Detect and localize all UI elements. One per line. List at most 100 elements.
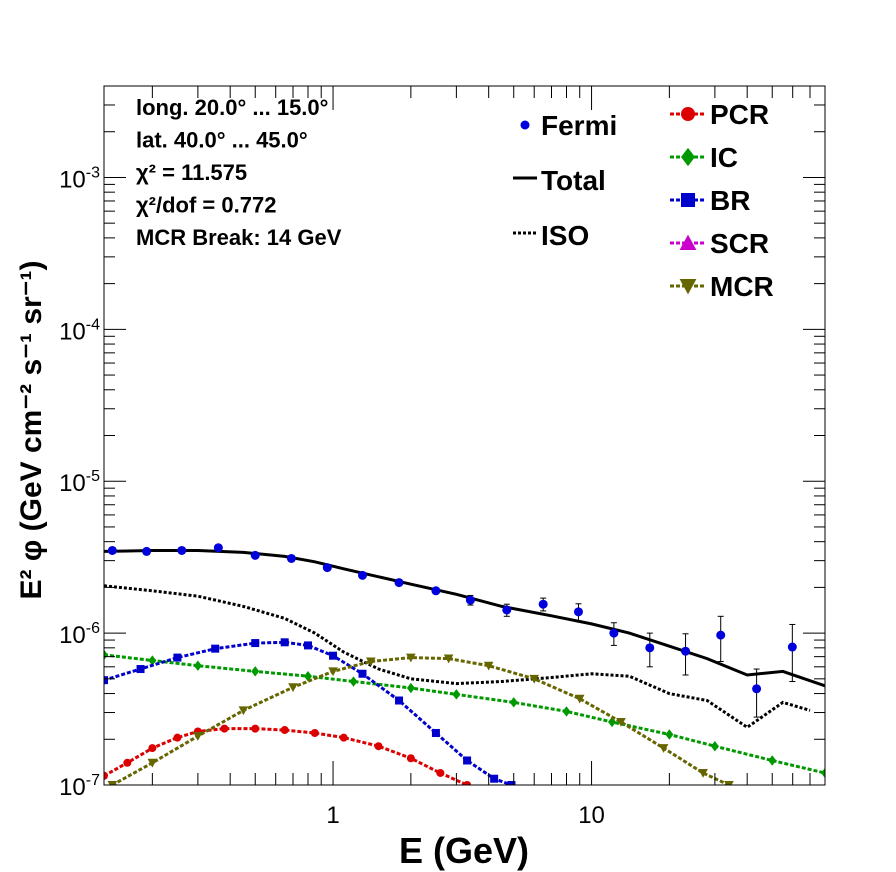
fermi-point [609, 628, 619, 638]
series-pcr-point [104, 771, 108, 780]
series-mcr-point [724, 781, 734, 785]
series-pcr-point [436, 768, 445, 777]
fermi-point [322, 563, 332, 573]
info-line-3: χ² = 11.575 [136, 160, 247, 185]
series-ic-point [562, 706, 571, 717]
fermi-point [752, 684, 762, 694]
info-line-4: χ²/dof = 0.772 [136, 193, 276, 218]
series-mcr-point [529, 674, 540, 684]
series-br-point [507, 781, 516, 785]
series-ic-point [710, 741, 719, 752]
info-line-2: lat. 40.0° ... 45.0° [136, 128, 308, 153]
legend-fermi-marker [520, 120, 530, 130]
series-ic-point [148, 655, 157, 666]
series-mcr-point [616, 717, 626, 727]
series-br-line [104, 640, 513, 785]
legend-br-marker [681, 193, 695, 207]
series-ic-point [665, 729, 674, 740]
series-br-point [463, 756, 472, 765]
series-mcr-point [288, 683, 298, 693]
series-br-point [251, 639, 260, 648]
series-ic-point [406, 682, 415, 694]
series-ic-point [193, 660, 202, 671]
series-pcr-point [310, 728, 319, 737]
fermi-point [107, 545, 117, 555]
legend-total-label: Total [541, 165, 606, 196]
series-ic-point [251, 666, 260, 677]
series-ic-point [821, 767, 825, 779]
series-br-point [303, 641, 312, 650]
legend-ic-marker [681, 147, 695, 167]
fermi-point [645, 643, 655, 653]
fermi-point [213, 543, 223, 553]
series-mcr-point [406, 653, 416, 663]
fermi-point [681, 646, 691, 656]
fermi-point [394, 578, 404, 588]
series-pcr-line [104, 727, 468, 785]
series-pcr-point [374, 742, 383, 751]
fermi-points-layer [107, 543, 797, 718]
fermi-point [142, 546, 152, 556]
series-pcr-point [251, 724, 260, 733]
series-br-point [136, 665, 145, 674]
legend-pcr-marker [681, 107, 695, 121]
series-mcr-point [147, 758, 158, 768]
series-br-point [358, 669, 367, 678]
fermi-point [250, 550, 260, 560]
info-line-5: MCR Break: 14 GeV [136, 225, 342, 250]
series-mcr-point [193, 732, 203, 741]
y-tick-label: 10-4 [59, 316, 100, 345]
fermi-point [431, 586, 441, 596]
series-br-point [280, 638, 289, 647]
fermi-point [502, 605, 512, 615]
series-pcr-point [148, 744, 157, 753]
series-layer [104, 549, 825, 785]
series-total-line [104, 549, 825, 688]
series-mcr-point [328, 667, 338, 677]
y-tick-label: 10-3 [59, 164, 100, 193]
series-br-point [173, 653, 182, 662]
fermi-point [177, 545, 187, 555]
legend-br-label: BR [710, 185, 750, 216]
series-mcr-point [698, 768, 708, 778]
fermi-point [465, 595, 475, 605]
series-br-point [211, 644, 220, 653]
series-pcr-point [463, 781, 472, 785]
series-br-point [395, 696, 404, 705]
x-tick-label: 10 [578, 802, 605, 829]
info-box: long. 20.0° ... 15.0° lat. 40.0° ... 45.0… [136, 95, 342, 250]
y-tick-label: 10-7 [59, 772, 100, 801]
legend-fermi-label: Fermi [541, 110, 617, 141]
series-br-point [490, 774, 499, 783]
series-mcr-point [366, 657, 376, 667]
legend-iso-label: ISO [541, 220, 589, 251]
series-br-point [329, 651, 338, 660]
series-pcr-point [280, 726, 289, 735]
series-mcr-point [443, 654, 454, 664]
series-mcr-point [574, 694, 585, 704]
axes-layer: 1 10 10-7 10-6 10-5 10-4 10-3 [59, 85, 826, 829]
legend-scr-marker [679, 234, 697, 250]
series-ic-point [303, 671, 312, 682]
series-pcr-point [339, 733, 348, 742]
series-ic-point [104, 649, 108, 660]
fermi-point [787, 642, 797, 652]
series-mcr-point [107, 781, 118, 785]
series-ic-point [349, 676, 358, 687]
fermi-point [573, 607, 583, 617]
series-pcr-point [406, 754, 415, 763]
legend-scr-label: SCR [710, 228, 769, 259]
fermi-point [716, 630, 726, 640]
legend-mcr-marker [679, 279, 697, 295]
series-ic-point [768, 755, 777, 766]
series-ic-point [452, 689, 461, 700]
legend-pcr-label: PCR [710, 99, 769, 130]
legend-ic-label: IC [710, 142, 738, 173]
y-tick-label: 10-5 [59, 468, 100, 497]
series-pcr-point [173, 733, 182, 742]
legend: Fermi Total ISO PCR IC BR SCR MCR [513, 99, 774, 302]
info-line-1: long. 20.0° ... 15.0° [136, 95, 328, 120]
x-tick-label: 1 [326, 802, 339, 829]
series-mcr-point [483, 661, 494, 671]
